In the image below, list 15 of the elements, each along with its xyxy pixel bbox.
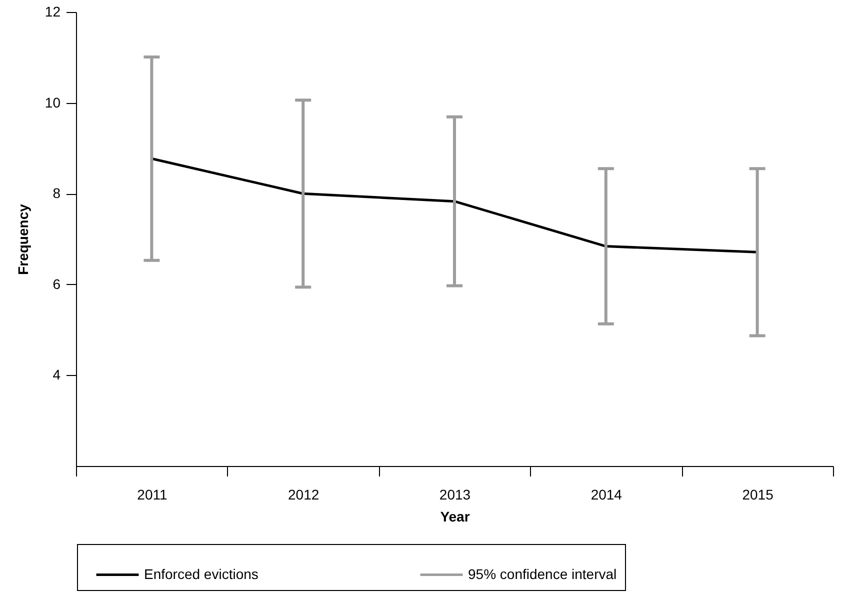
x-tick-label: 2012 [288, 486, 320, 502]
text: 95% confidence interval [468, 566, 617, 582]
line-series [150, 157, 759, 254]
x-tick-label: 2014 [590, 486, 622, 502]
x-tick-label: 2013 [439, 486, 471, 502]
x-axis-title: Year [440, 508, 470, 524]
y-axis-title: Frequency [14, 204, 31, 275]
y-tick-label: 6 [52, 276, 61, 292]
y-tick-label: 4 [52, 366, 61, 383]
x-tick-label: 2011 [137, 486, 168, 502]
x-tick-label: 2015 [742, 486, 774, 502]
legend-label: Enforced evictions [144, 566, 258, 582]
y-tick-label: 10 [44, 94, 61, 110]
y-tick-label: 8 [52, 185, 61, 202]
y-tick-label: 12 [44, 4, 61, 20]
